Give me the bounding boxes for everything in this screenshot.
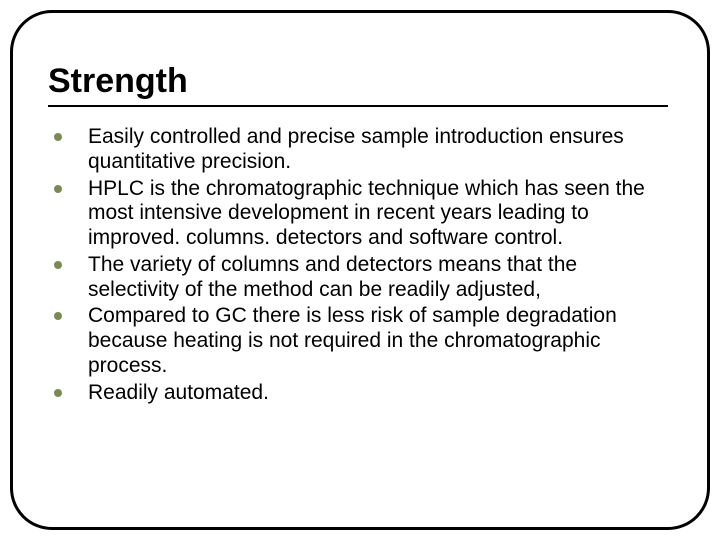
title-underline — [48, 105, 668, 107]
bullet-list: Easily controlled and precise sample int… — [48, 125, 668, 405]
list-item: The variety of columns and detectors mea… — [48, 253, 668, 303]
bullet-icon — [54, 133, 62, 141]
bullet-icon — [54, 185, 62, 193]
list-item: HPLC is the chromatographic technique wh… — [48, 177, 668, 251]
list-item: Compared to GC there is less risk of sam… — [48, 304, 668, 378]
slide-title: Strength — [48, 62, 668, 101]
slide-content: Strength Easily controlled and precise s… — [48, 62, 668, 407]
list-item: Easily controlled and precise sample int… — [48, 125, 668, 175]
bullet-icon — [54, 312, 62, 320]
bullet-icon — [54, 389, 62, 397]
bullet-icon — [54, 261, 62, 269]
bullet-text: The variety of columns and detectors mea… — [88, 253, 668, 303]
bullet-text: Readily automated. — [88, 381, 668, 406]
bullet-text: Easily controlled and precise sample int… — [88, 125, 668, 175]
list-item: Readily automated. — [48, 381, 668, 406]
bullet-text: Compared to GC there is less risk of sam… — [88, 304, 668, 378]
bullet-text: HPLC is the chromatographic technique wh… — [88, 177, 668, 251]
